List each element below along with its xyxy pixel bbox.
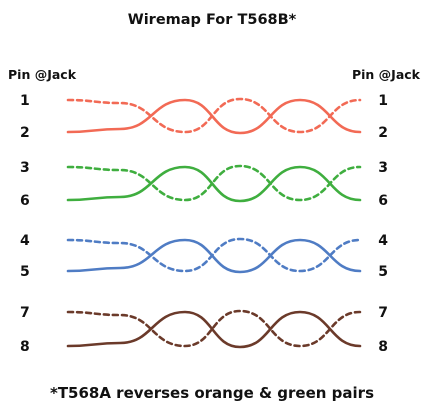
left-pin-6-label: 6 [20, 193, 30, 209]
right-pin-4-label: 4 [378, 233, 388, 249]
left-pin-2-label: 2 [20, 125, 30, 141]
wire-blue-solid [66, 238, 362, 274]
wire-pair-orange: 1 2 1 2 [20, 93, 388, 141]
wire-blue-striped [66, 237, 362, 273]
left-pin-7-label: 7 [20, 305, 30, 321]
wire-orange-striped [66, 97, 362, 134]
wire-green-striped [66, 164, 362, 202]
wire-pairs: 1 2 1 2 3 6 3 6 4 5 4 5 7 8 7 8 [20, 93, 388, 355]
left-pin-3-label: 3 [20, 160, 30, 176]
diagram-title: Wiremap For T568B* [128, 12, 297, 28]
left-pin-1-label: 1 [20, 93, 30, 109]
left-pin-4-label: 4 [20, 233, 30, 249]
wire-pair-green: 3 6 3 6 [20, 160, 388, 209]
wire-pair-blue: 4 5 4 5 [20, 233, 388, 280]
wire-pair-brown: 7 8 7 8 [20, 305, 388, 355]
right-pin-1-label: 1 [378, 93, 388, 109]
left-pin-header: Pin @Jack [8, 67, 77, 82]
right-pin-header: Pin @Jack [352, 67, 421, 82]
wire-brown-solid [66, 310, 362, 349]
right-pin-6-label: 6 [378, 193, 388, 209]
wire-orange-solid [66, 98, 362, 135]
right-pin-3-label: 3 [378, 160, 388, 176]
right-pin-5-label: 5 [378, 264, 388, 280]
left-pin-5-label: 5 [20, 264, 30, 280]
right-pin-8-label: 8 [378, 339, 388, 355]
footnote: *T568A reverses orange & green pairs [50, 384, 374, 402]
left-pin-8-label: 8 [20, 339, 30, 355]
wire-green-solid [66, 165, 362, 203]
wire-brown-striped [66, 309, 362, 348]
right-pin-2-label: 2 [378, 125, 388, 141]
right-pin-7-label: 7 [378, 305, 388, 321]
